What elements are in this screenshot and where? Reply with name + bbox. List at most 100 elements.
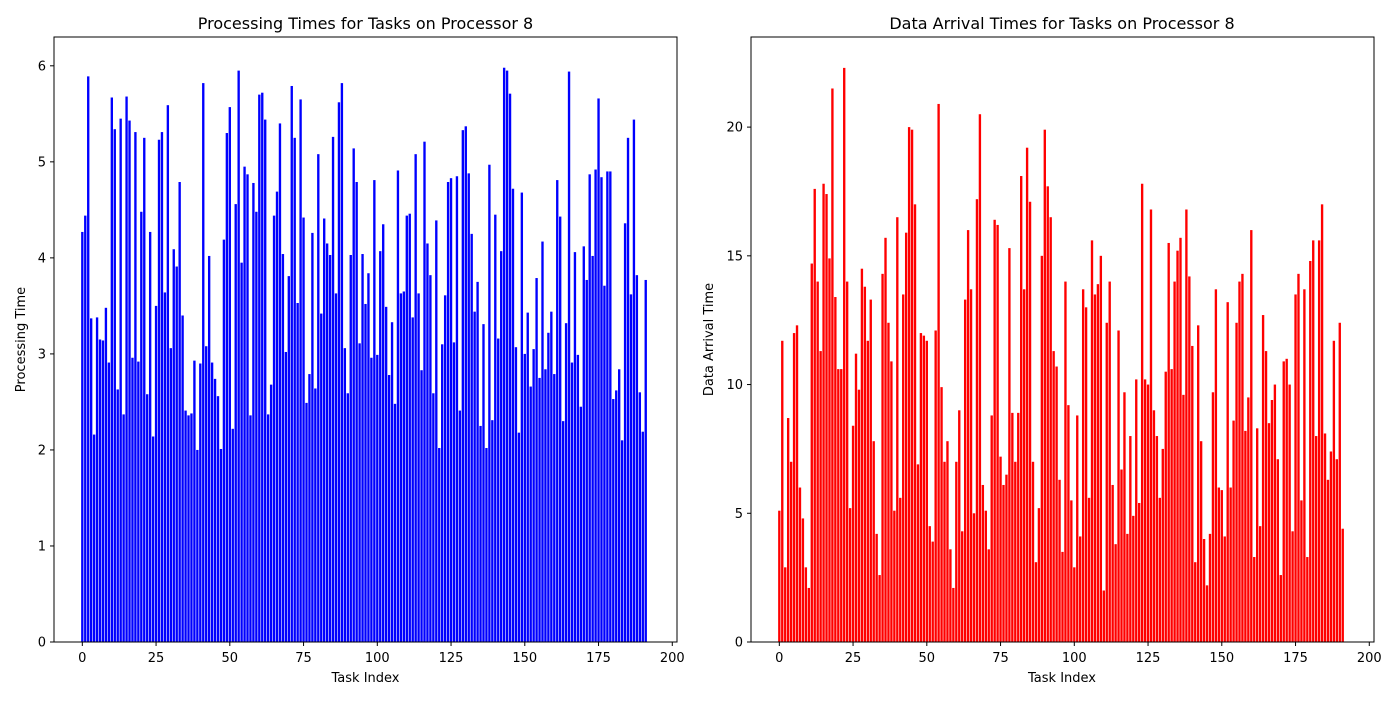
bar (488, 164, 491, 642)
bar (467, 173, 470, 642)
bar (795, 325, 799, 642)
bar (264, 119, 267, 643)
bar (1297, 273, 1300, 642)
bar (1170, 369, 1173, 642)
bar (131, 357, 134, 642)
bar (193, 360, 196, 642)
bar (382, 224, 385, 642)
y-axis-label: Data Arrival Time (702, 283, 717, 396)
bar (305, 402, 308, 642)
bar (482, 324, 485, 642)
bar (84, 215, 87, 642)
bar (393, 403, 397, 642)
y-tick-label: 1 (38, 539, 46, 554)
bar (792, 333, 796, 642)
bar (1309, 260, 1312, 642)
bar (1105, 322, 1108, 642)
bar (231, 428, 234, 642)
bar (629, 294, 633, 642)
bar (1020, 176, 1023, 642)
x-tick-label: 125 (1136, 651, 1161, 666)
bar (845, 281, 849, 642)
bar (172, 249, 175, 643)
bar (1282, 361, 1285, 642)
x-tick-label: 50 (919, 651, 936, 666)
chart-title: Data Arrival Times for Tasks on Processo… (889, 14, 1234, 33)
bar (644, 279, 647, 642)
bar (175, 266, 178, 642)
bar (146, 394, 149, 642)
bar (1208, 533, 1212, 642)
bar (946, 441, 949, 642)
x-tick-label: 100 (365, 651, 390, 666)
bar (854, 353, 858, 642)
data-arrival-times-chart: Data Arrival Times for Tasks on Processo… (702, 14, 1382, 686)
bar (913, 204, 917, 642)
bar (934, 330, 937, 642)
bar (550, 311, 553, 642)
bar (205, 346, 208, 642)
bar (1129, 436, 1132, 642)
bar (1220, 490, 1223, 642)
bar (278, 123, 282, 643)
bar (943, 461, 946, 642)
bar (801, 518, 805, 642)
bar (547, 332, 550, 642)
bar (819, 351, 822, 642)
bar (302, 217, 305, 643)
bar (822, 183, 825, 643)
bar (249, 415, 252, 642)
bar (1306, 557, 1309, 642)
bar (337, 102, 341, 643)
bar (470, 233, 473, 642)
y-tick-label: 15 (726, 249, 743, 264)
bar (399, 293, 403, 642)
bar (952, 587, 955, 642)
bar (373, 180, 376, 642)
bar (1267, 423, 1271, 642)
bar (1197, 325, 1200, 642)
bar (1132, 515, 1135, 642)
bar (1191, 345, 1194, 642)
bar (441, 344, 444, 642)
x-axis-label: Task Index (331, 671, 400, 686)
bar (928, 526, 931, 642)
axis-ticks: 0 25 50 75 100 125 150 175 200 0 1 2 3 4 5 6 (38, 59, 685, 666)
bar (252, 182, 255, 642)
bar (591, 255, 594, 642)
bar (1084, 307, 1088, 642)
bar (1117, 330, 1120, 642)
bar (266, 414, 270, 642)
bar (148, 231, 152, 642)
bar (137, 361, 140, 642)
bar (1247, 397, 1250, 642)
bar (1079, 536, 1082, 642)
bar (505, 70, 509, 643)
y-tick-label: 3 (38, 347, 46, 362)
bar (1185, 209, 1188, 643)
bar (1217, 487, 1221, 642)
bar (1008, 248, 1011, 643)
bar (828, 258, 831, 642)
bar (538, 377, 541, 642)
x-tick-label: 75 (992, 651, 1009, 666)
bar (896, 217, 899, 642)
x-tick-label: 125 (439, 651, 464, 666)
bar (151, 436, 155, 642)
bar (497, 338, 500, 642)
bar (1303, 289, 1306, 642)
y-tick-label: 5 (735, 507, 743, 522)
bar (597, 98, 600, 642)
bar (98, 339, 102, 642)
bar (160, 132, 164, 642)
bar (384, 306, 388, 642)
bar (452, 342, 456, 642)
bar (92, 434, 96, 642)
bar (1070, 500, 1073, 642)
bar (866, 340, 869, 642)
bar (89, 318, 93, 642)
bar (848, 508, 852, 642)
bar (1291, 531, 1294, 642)
bar (553, 374, 556, 642)
plot-frame (750, 36, 1375, 643)
